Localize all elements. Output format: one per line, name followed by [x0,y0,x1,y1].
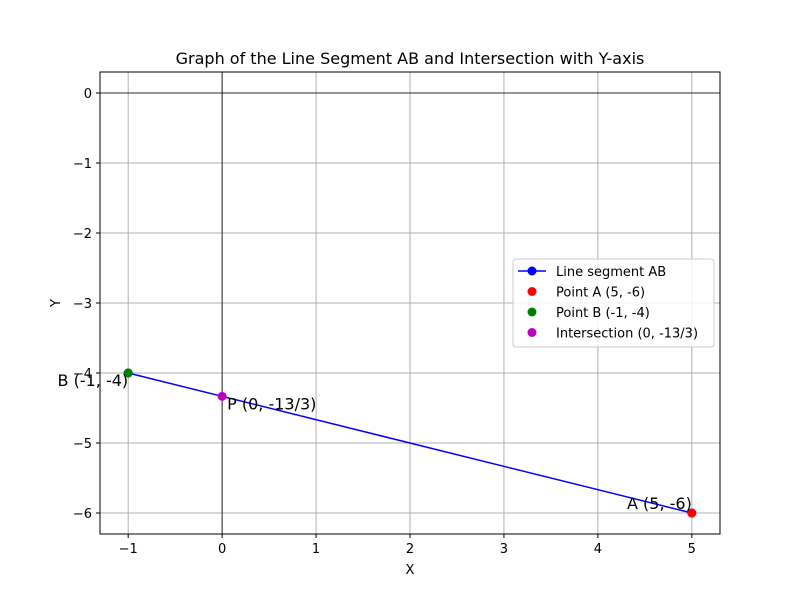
y-tick-label: 0 [84,87,92,102]
x-tick-label: 2 [406,542,414,557]
x-tick-label: 4 [594,542,602,557]
chart-title: Graph of the Line Segment AB and Interse… [176,49,645,68]
legend-marker-swatch [527,328,537,337]
legend-entry-label: Intersection (0, -13/3) [556,327,698,342]
legend: Line segment AB Point A (5, -6) Point B (-… [512,258,715,348]
legend-marker-swatch [527,307,537,317]
x-tick-label: −1 [119,542,138,557]
data-point-2 [123,368,133,378]
data-point-1 [687,508,697,518]
y-tick-label: −3 [73,297,92,312]
y-tick-label: −6 [73,507,92,522]
annotation-label: P (0, -13/3) [227,394,316,413]
legend-entry-label: Line segment AB [556,265,666,280]
x-tick-label: 1 [312,542,320,557]
y-tick-label: −2 [73,227,92,242]
y-tick-label: −5 [73,437,92,452]
x-tick-label: 3 [500,542,508,557]
x-axis-label: X [406,563,415,578]
y-axis-label: Y [49,299,64,308]
annotation-label: B (-1, -4) [58,371,129,390]
data-point-3 [217,391,227,401]
y-tick-label: −1 [73,157,92,172]
legend-entry-label: Point B (-1, -4) [556,306,650,321]
legend-marker-swatch [527,287,537,296]
x-tick-label: 0 [218,542,226,557]
legend-marker-swatch [527,266,537,276]
x-tick-label: 5 [688,542,696,557]
legend-entry-label: Point A (5, -6) [556,286,645,301]
legend-box [512,258,715,348]
y-tick-label: −4 [73,367,92,382]
annotation-label: A (5, -6) [627,494,692,513]
